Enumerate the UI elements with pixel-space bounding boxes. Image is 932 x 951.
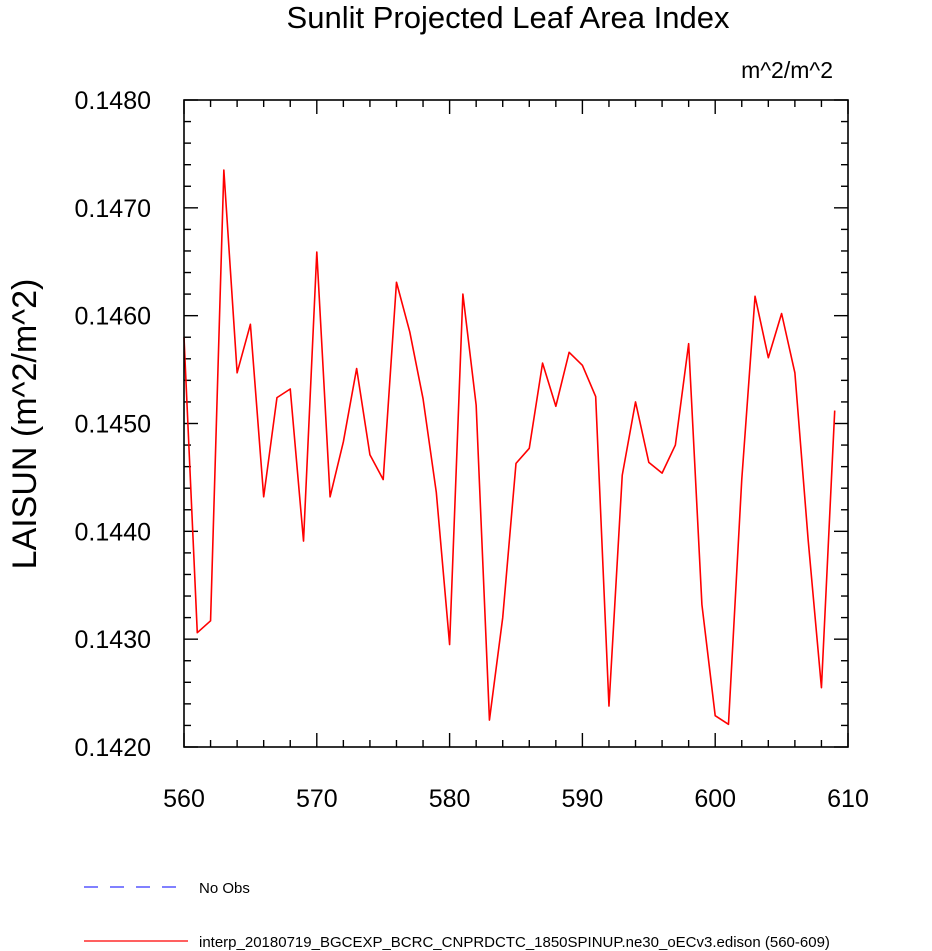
series-line-0 <box>183 169 836 726</box>
y-tick-label: 0.1440 <box>75 518 151 546</box>
x-tick-label: 610 <box>827 785 869 813</box>
y-tick-label: 0.1450 <box>75 411 151 439</box>
y-axis-label: LAISUN (m^2/m^2) <box>6 279 44 570</box>
chart-title: Sunlit Projected Leaf Area Index <box>287 0 730 35</box>
legend-label-run: interp_20180719_BGCEXP_BCRC_CNPRDCTC_185… <box>199 934 830 951</box>
tick-labels: 560 570 580 590 600 610 0.1420 0.1430 0.1440 0.14… <box>75 87 869 813</box>
y-tick-label: 0.1430 <box>75 626 151 654</box>
units-label: m^2/m^2 <box>741 57 833 83</box>
y-tick-label: 0.1470 <box>75 195 151 223</box>
minor-ticks <box>184 100 848 747</box>
x-tick-label: 560 <box>163 785 205 813</box>
y-tick-label: 0.1480 <box>75 87 151 115</box>
x-tick-label: 590 <box>562 785 604 813</box>
major-ticks <box>183 99 849 748</box>
x-tick-label: 600 <box>694 785 736 813</box>
y-tick-label: 0.1420 <box>75 734 151 762</box>
legend: No Obs interp_20180719_BGCEXP_BCRC_CNPRD… <box>84 880 830 951</box>
legend-label-no-obs: No Obs <box>199 880 250 897</box>
x-tick-label: 570 <box>296 785 338 813</box>
y-tick-label: 0.1460 <box>75 303 151 331</box>
series-group <box>183 169 836 726</box>
plot-frame <box>183 99 849 748</box>
x-tick-label: 580 <box>429 785 471 813</box>
